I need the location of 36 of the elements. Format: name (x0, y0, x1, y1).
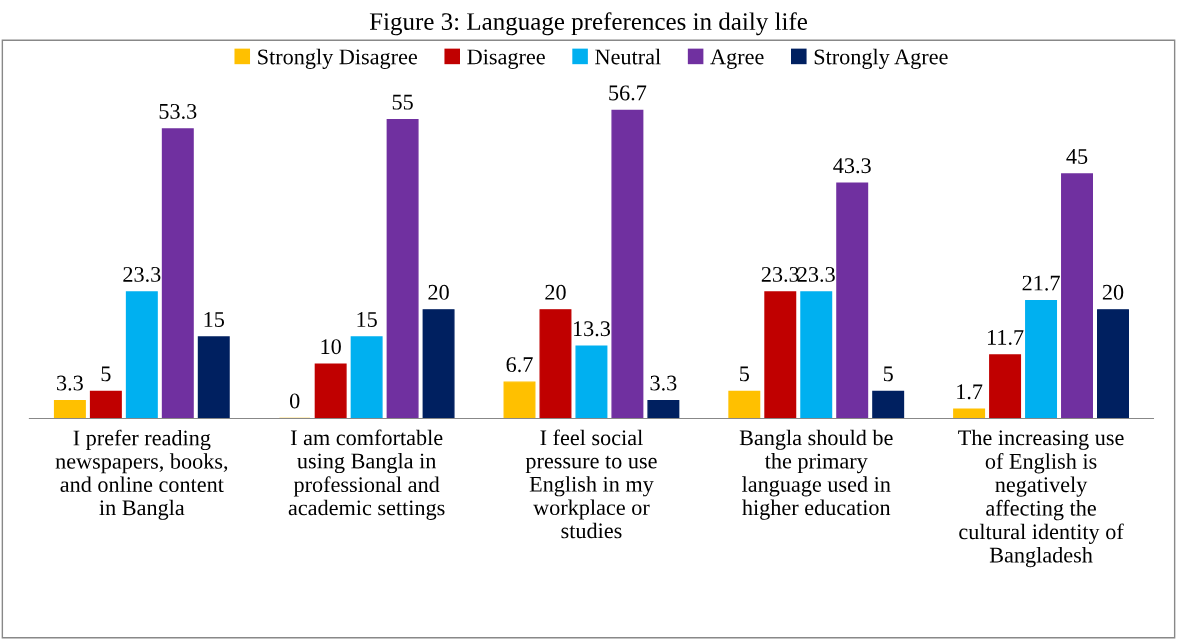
legend-label: Strongly Agree (814, 48, 948, 69)
data-label: 43.3 (833, 158, 871, 174)
x-tick-label: I am comfortable using Bangla in professional and academic settings (288, 429, 445, 520)
x-tick-label: I feel social pressure to use English in my workplace or studies (525, 429, 657, 539)
data-label: 20 (545, 284, 566, 300)
data-label: 11.7 (988, 330, 1024, 345)
data-label: 56.7 (609, 85, 647, 101)
chart-title: Figure 3: Language preferences in daily life (369, 12, 807, 36)
data-label: 45 (1066, 149, 1088, 164)
x-tick-label: The increasing use of English is negatively affecting the cultural identity of Bangladesh (958, 429, 1124, 568)
data-label: 55 (392, 94, 413, 110)
legend-label: Agree (710, 49, 764, 69)
data-label: 10 (321, 339, 341, 355)
data-label: 20 (428, 284, 449, 300)
data-label: 0 (289, 393, 300, 409)
data-label: 1.7 (957, 384, 983, 400)
data-label: 21.7 (1022, 275, 1060, 291)
legend-label: Strongly Disagree (258, 48, 418, 69)
data-label: 23.3 (123, 266, 161, 282)
data-label: 5 (101, 366, 111, 382)
data-label: 15 (204, 312, 225, 327)
data-label: 5 (740, 366, 749, 382)
data-label: 23.3 (761, 266, 799, 282)
x-tick-label: I prefer reading newspapers, books, and online content in Bangla (55, 429, 228, 520)
legend-label: Disagree (467, 49, 545, 69)
data-label: 5 (883, 366, 893, 382)
x-tick-label: Bangla should be the primary language used in higher education (739, 429, 893, 520)
data-label: 6.7 (506, 357, 533, 373)
data-label: 3.3 (57, 375, 83, 391)
data-label: 3.3 (650, 375, 677, 391)
data-label: 13.3 (573, 321, 611, 337)
data-label: 20 (1102, 284, 1124, 300)
legend-label: Neutral (595, 48, 661, 65)
data-label: 23.3 (797, 266, 835, 282)
data-label: 15 (357, 312, 377, 327)
data-label: 53.3 (159, 103, 197, 119)
